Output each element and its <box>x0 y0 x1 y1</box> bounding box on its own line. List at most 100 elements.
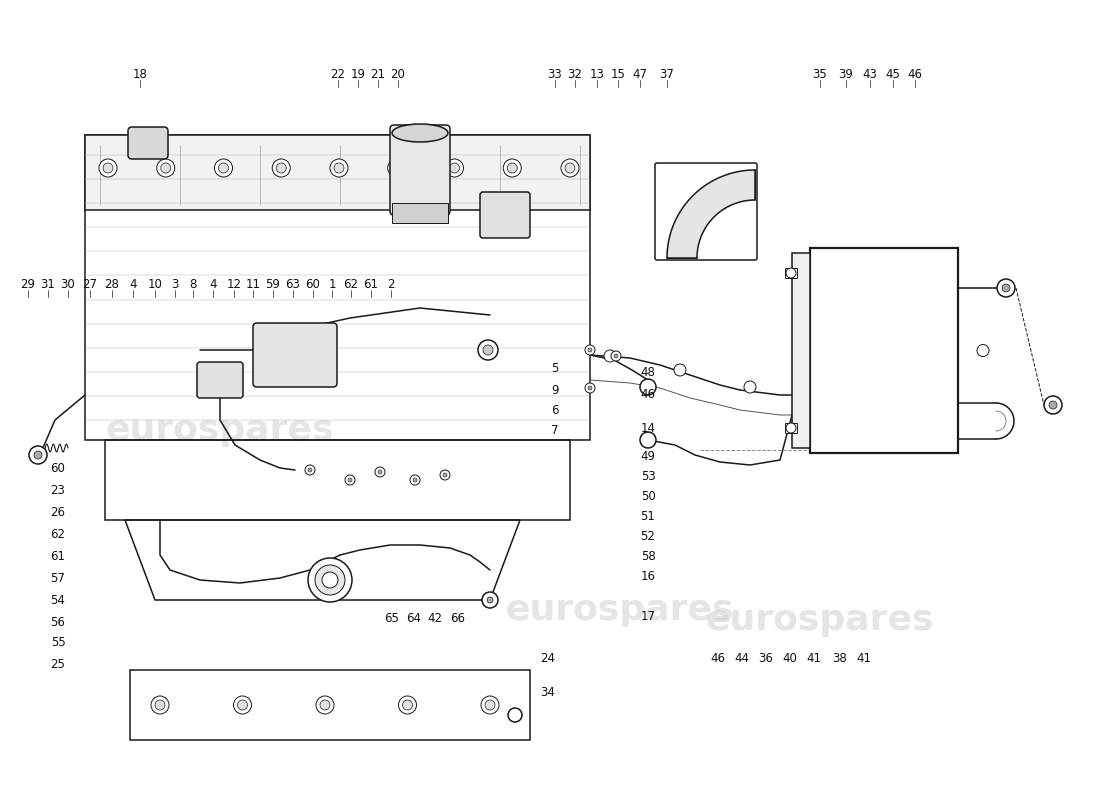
Text: 12: 12 <box>227 278 242 291</box>
Circle shape <box>212 372 228 388</box>
Circle shape <box>485 700 495 710</box>
Text: 4: 4 <box>209 278 217 291</box>
FancyBboxPatch shape <box>480 192 530 238</box>
Text: 7: 7 <box>551 423 559 437</box>
Text: 13: 13 <box>590 69 604 82</box>
Bar <box>792 253 810 448</box>
Text: 20: 20 <box>390 69 406 82</box>
Text: 55: 55 <box>51 635 65 649</box>
Circle shape <box>99 159 117 177</box>
Circle shape <box>155 700 165 710</box>
FancyBboxPatch shape <box>390 125 450 215</box>
Circle shape <box>270 344 292 366</box>
Text: eurospares: eurospares <box>106 413 334 447</box>
Text: 35: 35 <box>813 69 827 82</box>
Bar <box>85 135 590 440</box>
Circle shape <box>493 203 517 227</box>
FancyBboxPatch shape <box>128 127 168 159</box>
Text: 64: 64 <box>407 611 421 625</box>
Circle shape <box>151 696 169 714</box>
Circle shape <box>410 475 420 485</box>
Circle shape <box>348 478 352 482</box>
Circle shape <box>298 344 320 366</box>
Text: 65: 65 <box>385 611 399 625</box>
Circle shape <box>392 163 402 173</box>
Text: 46: 46 <box>908 69 923 82</box>
Text: 30: 30 <box>60 278 76 291</box>
Text: 56: 56 <box>51 615 65 629</box>
Circle shape <box>334 163 344 173</box>
Circle shape <box>674 364 686 376</box>
Text: 19: 19 <box>351 69 365 82</box>
Circle shape <box>1049 401 1057 409</box>
Circle shape <box>305 465 315 475</box>
Circle shape <box>610 351 621 361</box>
Circle shape <box>276 350 286 360</box>
FancyBboxPatch shape <box>197 362 243 398</box>
Polygon shape <box>667 170 755 258</box>
Circle shape <box>508 708 522 722</box>
Circle shape <box>478 340 498 360</box>
Circle shape <box>412 478 417 482</box>
Text: 18: 18 <box>133 69 147 82</box>
Text: 66: 66 <box>451 611 465 625</box>
Circle shape <box>214 159 232 177</box>
Bar <box>810 248 958 453</box>
Text: 40: 40 <box>782 651 797 665</box>
Text: 29: 29 <box>21 278 35 291</box>
Text: 1: 1 <box>328 278 336 291</box>
Circle shape <box>403 700 412 710</box>
Text: 33: 33 <box>548 69 562 82</box>
Circle shape <box>446 159 463 177</box>
Text: 51: 51 <box>640 510 656 522</box>
Text: 34: 34 <box>540 686 556 699</box>
Bar <box>785 268 798 278</box>
Text: 39: 39 <box>838 69 854 82</box>
Circle shape <box>375 467 385 477</box>
Circle shape <box>304 350 313 360</box>
Circle shape <box>588 386 592 390</box>
Text: 50: 50 <box>640 490 656 502</box>
Circle shape <box>504 159 521 177</box>
Circle shape <box>450 163 460 173</box>
Circle shape <box>588 348 592 352</box>
Text: 41: 41 <box>857 651 871 665</box>
Circle shape <box>786 423 796 433</box>
Text: 53: 53 <box>640 470 656 482</box>
Circle shape <box>585 345 595 355</box>
Text: 42: 42 <box>428 611 442 625</box>
Circle shape <box>330 159 348 177</box>
Circle shape <box>29 446 47 464</box>
FancyBboxPatch shape <box>253 323 337 387</box>
Text: eurospares: eurospares <box>506 593 735 627</box>
Text: 31: 31 <box>41 278 55 291</box>
Circle shape <box>398 696 417 714</box>
Text: 48: 48 <box>640 366 656 378</box>
Text: 9: 9 <box>551 383 559 397</box>
Text: 47: 47 <box>632 69 648 82</box>
Circle shape <box>744 381 756 393</box>
Ellipse shape <box>392 124 448 142</box>
Bar <box>130 670 530 740</box>
Bar <box>785 423 798 433</box>
Text: 54: 54 <box>51 594 65 606</box>
Circle shape <box>482 592 498 608</box>
Circle shape <box>156 159 175 177</box>
Text: 25: 25 <box>51 658 65 670</box>
Circle shape <box>561 159 579 177</box>
Circle shape <box>316 696 334 714</box>
Circle shape <box>322 572 338 588</box>
Text: eurospares: eurospares <box>706 603 934 637</box>
Circle shape <box>238 700 248 710</box>
Circle shape <box>614 354 618 358</box>
Text: 62: 62 <box>343 278 359 291</box>
Circle shape <box>103 163 113 173</box>
Text: 4: 4 <box>130 278 136 291</box>
Circle shape <box>440 470 450 480</box>
Text: 21: 21 <box>371 69 385 82</box>
Text: 37: 37 <box>660 69 674 82</box>
Bar <box>104 440 570 520</box>
Text: 43: 43 <box>862 69 878 82</box>
Circle shape <box>233 696 252 714</box>
Circle shape <box>487 597 493 603</box>
